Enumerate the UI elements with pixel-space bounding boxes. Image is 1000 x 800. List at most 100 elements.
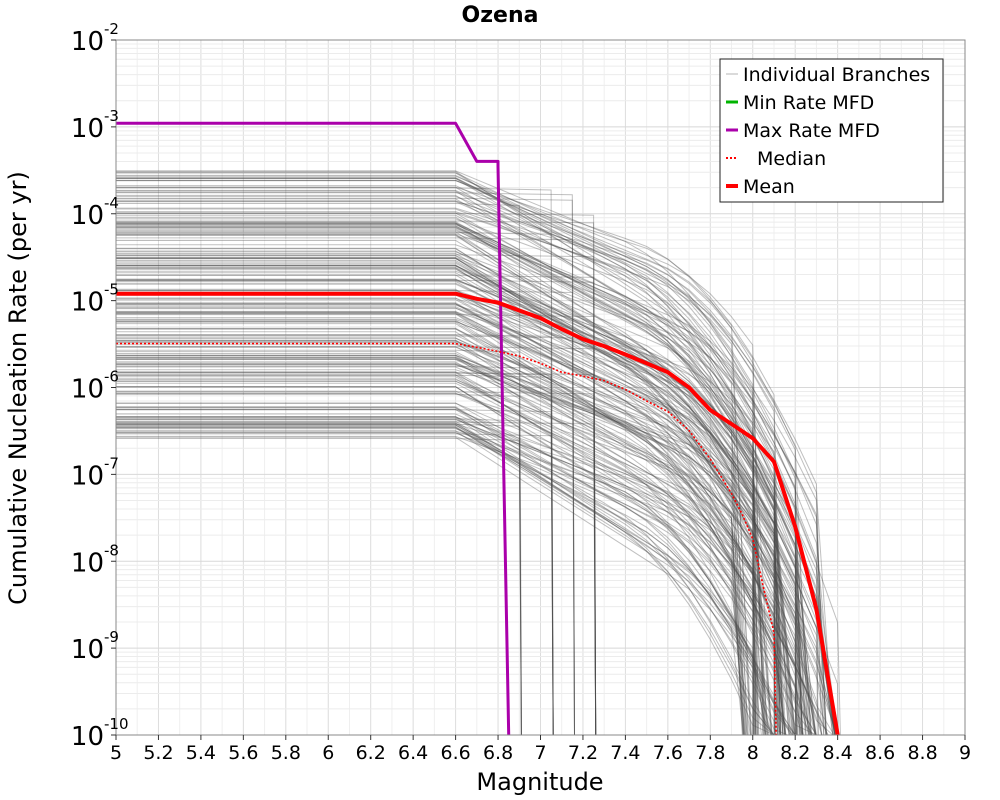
branch-line [116,178,836,736]
branch-line [116,211,752,736]
x-tick-label: 5 [110,742,122,764]
x-tick-label: 7.4 [610,742,640,764]
branch-line [116,290,575,736]
branch-line [116,426,776,736]
branch-line [116,189,796,736]
branch-line [116,264,810,736]
branch-line [116,418,522,736]
branch-line [116,208,790,736]
y-tick-label: 10 [71,722,104,752]
x-tick-label: 6.8 [483,742,513,764]
y-tick-exponent: -3 [104,107,119,125]
branch-line [116,179,827,736]
branch-line [116,435,823,736]
x-tick-label: 7.8 [695,742,725,764]
branch-line [116,200,836,736]
x-axis-label: Magnitude [476,768,603,796]
branch-line [116,191,765,736]
median-line [116,342,777,736]
branch-line [116,424,744,736]
legend-label: Median [757,148,826,170]
branch-line [116,212,828,736]
x-tick-label: 6.2 [356,742,386,764]
branch-line [116,416,809,736]
branch-line [116,201,841,736]
branch-line [116,328,810,736]
branch-line [116,363,792,736]
branch-line [116,254,597,736]
branch-line [116,343,775,736]
branch-line [116,222,758,736]
branch-line [116,170,759,736]
branch-line [116,417,762,736]
branch-line [116,222,817,736]
branch-line [116,386,791,736]
branch-line [116,432,757,736]
max-rate-line [116,121,511,736]
branch-line [116,359,786,736]
branch-line [116,331,745,736]
legend: Individual Branches Min Rate MFD Max Rate … [719,58,944,203]
branch-line [116,244,827,736]
branch-line [116,218,781,736]
branch-line [116,419,766,736]
branch-line [116,294,745,736]
branch-line [116,303,766,736]
x-tick-label: 7.6 [653,742,683,764]
branch-line [116,186,778,736]
branch-line [116,292,785,736]
branch-line [116,255,803,736]
branch-line [116,418,745,736]
y-tick-label: 10 [71,635,104,665]
branch-line [116,272,749,736]
branch-line [116,406,815,736]
grid-layer [115,40,966,736]
branch-line [116,327,759,736]
x-tick-label: 6 [322,742,334,764]
branch-line [116,314,597,736]
branch-line [116,248,803,736]
branch-line [116,257,779,736]
branch-line [116,424,808,736]
y-tick-exponent: -10 [104,715,129,733]
x-tick-label: 8 [747,742,759,764]
branch-line [116,393,522,736]
branch-line [116,436,793,736]
y-axis-label: Cumulative Nucleation Rate (per yr) [4,171,32,605]
branch-line [116,174,757,736]
y-tick-label: 10 [71,375,104,405]
branch-line [116,407,786,736]
branch-line [116,356,800,736]
branch-line [116,231,781,736]
x-tick-label: 7.2 [568,742,598,764]
branch-line [116,413,766,736]
branch-line [116,302,748,736]
branch-line [116,270,769,736]
branch-line [116,366,787,736]
branch-line [116,233,804,736]
branch-line [116,253,782,736]
branch-line [116,297,816,736]
branch-line [116,427,767,736]
branch-line [116,225,835,736]
branch-line [116,423,812,736]
x-tick-label: 5.4 [186,742,216,764]
branch-line [116,303,770,736]
branch-line [116,299,803,736]
x-tick-label: 5.2 [143,742,173,764]
branch-line [116,354,801,736]
branch-line [116,357,776,736]
branch-line [116,422,779,736]
branch-line [116,227,796,736]
y-tick-label: 10 [71,461,104,491]
branch-line [116,279,597,736]
branch-line [116,422,813,736]
branch-line [116,346,817,736]
branch-line [116,257,752,736]
branch-line [116,409,754,736]
branch-line [116,432,794,736]
branch-line [116,214,757,736]
branch-line [116,180,752,736]
branch-line [116,268,764,736]
x-tick-label: 8.4 [823,742,853,764]
